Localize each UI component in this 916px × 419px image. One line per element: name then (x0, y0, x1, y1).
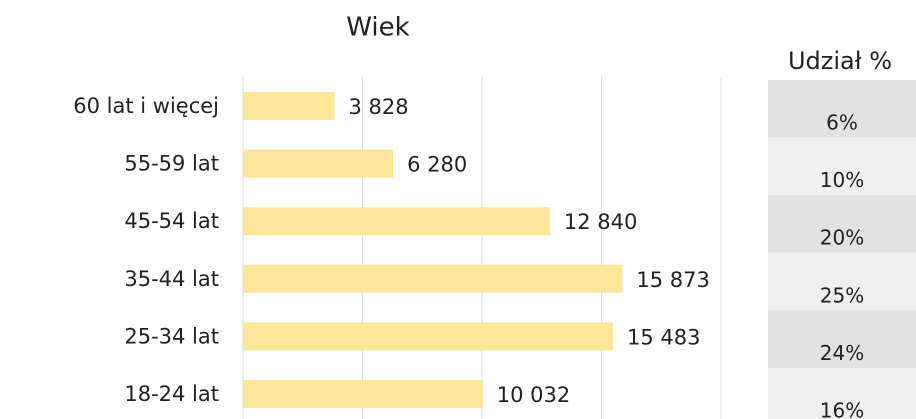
chart-title: Wiek (346, 13, 409, 43)
data-label: 12 840 (564, 210, 637, 234)
y-tick-label: 35-44 lat (124, 267, 219, 291)
table-value: 10% (820, 168, 864, 192)
data-label: 3 828 (348, 95, 408, 119)
bar (243, 264, 623, 293)
table-value: 24% (820, 341, 864, 365)
bar (243, 207, 550, 236)
y-tick-label: 60 lat i więcej (73, 94, 219, 118)
table-value: 16% (820, 399, 864, 419)
table-cell (768, 368, 916, 419)
bar (243, 92, 335, 120)
table-value: 20% (820, 226, 864, 250)
bar (243, 149, 394, 178)
data-label: 10 032 (497, 383, 570, 407)
data-label: 15 873 (636, 268, 709, 292)
y-tick-label: 25-34 lat (124, 324, 219, 348)
y-tick-label: 55-59 lat (124, 152, 219, 176)
table-cell (768, 310, 916, 368)
y-tick-label: 45-54 lat (124, 209, 219, 233)
bar (243, 380, 483, 408)
table-cell (768, 252, 916, 311)
y-tick-label: 18-24 lat (124, 382, 219, 406)
table-value: 6% (826, 111, 858, 135)
bar (243, 322, 614, 351)
table-cell (768, 80, 916, 138)
data-label: 15 483 (627, 325, 700, 349)
table-cell (768, 195, 916, 253)
data-label: 6 280 (407, 153, 467, 177)
table-header: Udział % (788, 47, 892, 75)
table-cell (768, 137, 916, 196)
table-value: 25% (820, 283, 864, 307)
